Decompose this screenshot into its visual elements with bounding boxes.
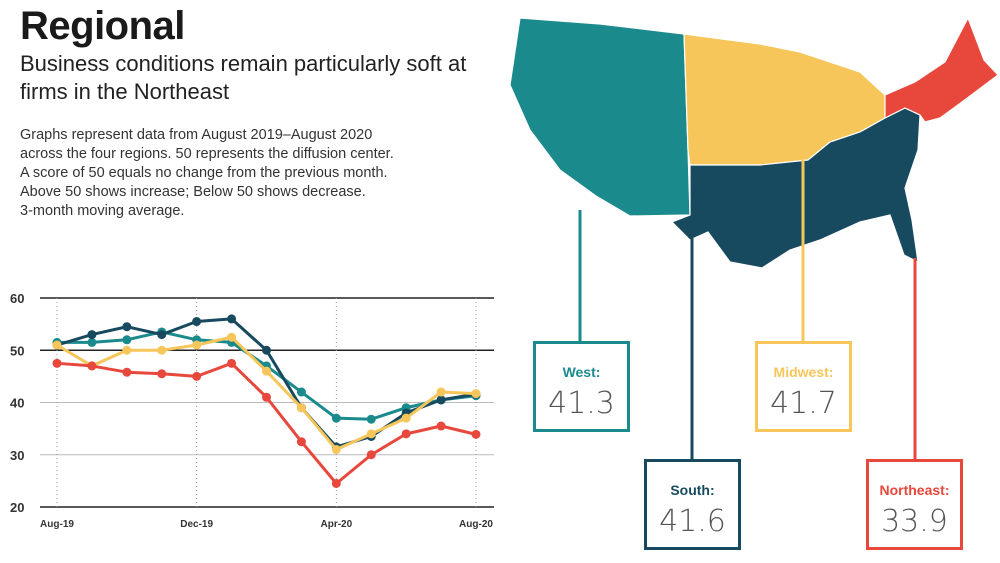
west-region-map: [509, 17, 691, 217]
description-line: Graphs represent data from August 2019–A…: [20, 127, 373, 143]
data-point: [192, 371, 202, 381]
west-value-box: West: 41.3: [533, 341, 630, 432]
chart-description: Graphs represent data from August 2019–A…: [20, 126, 470, 221]
x-tick-label: Aug-19: [40, 519, 74, 530]
northeast-label: Northeast:: [879, 482, 950, 498]
data-point: [296, 437, 306, 447]
map-connectors: [578, 160, 917, 461]
northeast-value: 33.9: [881, 504, 948, 539]
data-point: [436, 421, 446, 431]
data-point: [122, 335, 132, 345]
data-point: [262, 366, 271, 376]
data-point: [122, 322, 132, 332]
data-point: [262, 392, 271, 402]
data-point: [157, 330, 167, 340]
y-tick-label: 60: [10, 291, 24, 306]
x-tick-label: Aug-20: [459, 519, 493, 530]
west-label: West:: [562, 364, 601, 380]
series-northeast: [52, 358, 481, 488]
series-midwest: [52, 332, 481, 455]
y-axis-ticks: 20 30 40 50 60: [10, 291, 24, 515]
us-map: [509, 16, 999, 269]
midwest-value: 41.7: [770, 386, 837, 421]
data-point: [122, 345, 132, 355]
x-tick-label: Apr-20: [320, 519, 352, 530]
data-point: [296, 403, 306, 413]
data-point: [87, 361, 97, 371]
description-line: across the four regions. 50 represents t…: [20, 146, 394, 162]
y-tick-label: 40: [10, 396, 24, 411]
data-point: [436, 387, 446, 397]
data-point: [296, 387, 306, 397]
midwest-value-box: Midwest: 41.7: [755, 341, 852, 432]
data-point: [87, 330, 97, 340]
page-subtitle: Business conditions remain particularly …: [20, 51, 467, 104]
description-line: 3-month moving average.: [20, 203, 185, 219]
y-tick-label: 30: [10, 448, 24, 463]
data-point: [401, 413, 411, 423]
data-point: [192, 317, 202, 327]
south-value-box: South: 41.6: [644, 459, 741, 550]
series-line: [56, 361, 477, 485]
data-point: [192, 340, 202, 350]
data-point: [331, 478, 341, 488]
chart-series: [52, 314, 481, 488]
west-value: 41.3: [548, 386, 615, 421]
data-point: [331, 413, 341, 423]
x-tick-label: Dec-19: [180, 519, 213, 530]
data-point: [471, 389, 481, 399]
series-line: [56, 317, 477, 449]
data-point: [401, 429, 411, 439]
data-point: [122, 367, 132, 377]
description-line: A score of 50 equals no change from the …: [20, 165, 388, 181]
data-point: [157, 369, 167, 379]
page-title: Regional: [20, 4, 185, 48]
data-point: [52, 358, 62, 368]
data-point: [52, 340, 62, 350]
south-region-map: [670, 107, 921, 269]
data-point: [436, 395, 446, 405]
data-point: [227, 332, 237, 342]
south-value: 41.6: [659, 504, 726, 539]
data-point: [87, 337, 97, 347]
data-point: [227, 314, 237, 324]
y-tick-label: 50: [10, 343, 24, 358]
midwest-label: Midwest:: [773, 364, 834, 380]
northeast-value-box: Northeast: 33.9: [866, 459, 963, 550]
data-point: [366, 450, 376, 460]
data-point: [471, 429, 481, 439]
data-point: [157, 345, 167, 355]
data-point: [227, 358, 237, 368]
south-label: South:: [670, 482, 715, 498]
x-axis-ticks: Aug-19 Dec-19 Apr-20 Aug-20: [40, 519, 493, 530]
data-point: [366, 414, 376, 424]
data-point: [262, 345, 271, 355]
data-point: [366, 429, 376, 439]
northeast-region-map: [884, 16, 999, 123]
data-point: [331, 445, 341, 455]
y-tick-label: 20: [10, 500, 24, 515]
description-line: Above 50 shows increase; Below 50 shows …: [20, 184, 366, 200]
